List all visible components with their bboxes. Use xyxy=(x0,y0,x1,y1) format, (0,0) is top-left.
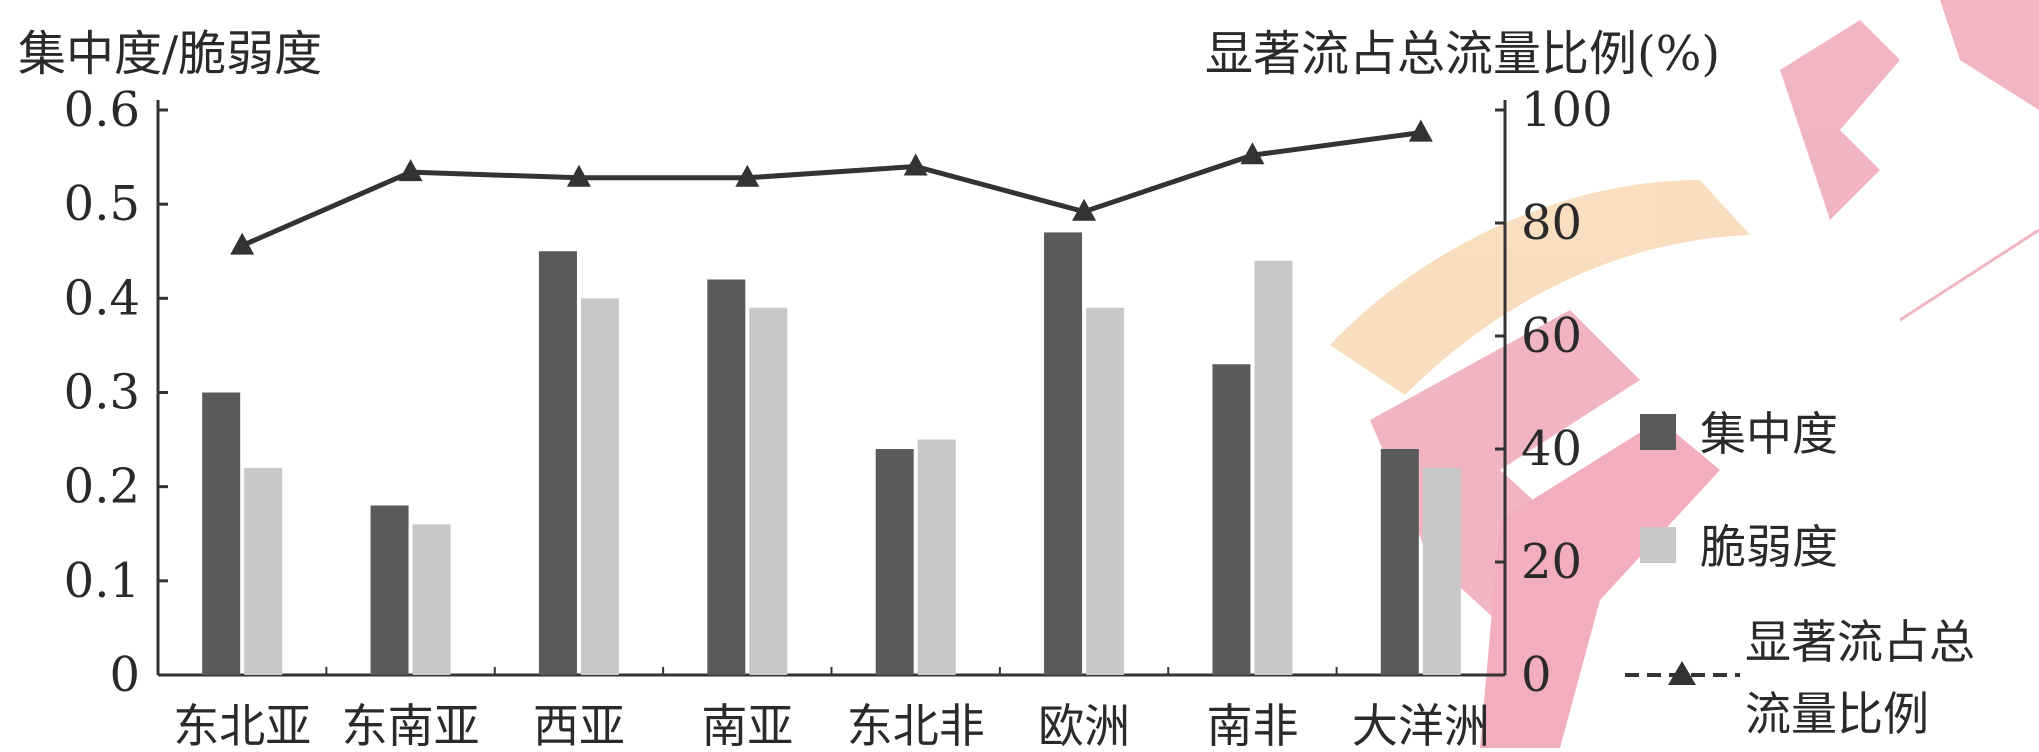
bar-vulnerability xyxy=(1086,307,1125,675)
right-tick-label: 20 xyxy=(1521,534,1582,590)
right-tick-label: 100 xyxy=(1521,82,1613,138)
ratio-line xyxy=(241,130,1422,248)
ratio-point-marker xyxy=(230,232,255,255)
ratio-point-marker xyxy=(735,164,760,187)
legend-label-vulnerability: 脆弱度 xyxy=(1700,520,1838,574)
ratio-point-marker xyxy=(1072,198,1097,221)
ratio-point-marker xyxy=(566,164,591,187)
bar-concentration xyxy=(538,251,577,675)
left-tick-label: 0.6 xyxy=(64,82,140,138)
legend-label-concentration: 集中度 xyxy=(1700,407,1838,461)
legend-label-ratio-line2: 流量比例 xyxy=(1745,687,1929,741)
category-label: 欧洲 xyxy=(1038,699,1130,748)
left-tick-label: 0.4 xyxy=(64,270,140,326)
left-axis-title: 集中度/脆弱度 xyxy=(18,26,322,82)
legend-label-ratio-line1: 显著流占总 xyxy=(1745,615,1975,669)
right-axis-title: 显著流占总流量比例(%) xyxy=(1205,26,1720,82)
left-tick-label: 0.3 xyxy=(64,365,140,421)
line-series xyxy=(230,119,1433,255)
bar-concentration xyxy=(370,505,409,675)
left-tick-label: 0.5 xyxy=(64,176,140,232)
bar-vulnerability xyxy=(1254,260,1293,675)
bar-concentration xyxy=(202,392,241,675)
ratio-point-marker xyxy=(398,159,423,182)
bar-vulnerability xyxy=(749,307,788,675)
right-tick-label: 0 xyxy=(1521,647,1552,703)
category-label: 东南亚 xyxy=(342,699,480,748)
axes: 0 0.1 0.2 0.3 0.4 0.5 0.6 0 20 40 60 80 100 东北亚 东南亚 西亚 南… xyxy=(64,82,1613,752)
bar-vulnerability xyxy=(244,467,283,675)
category-label: 西亚 xyxy=(533,699,625,748)
bar-concentration xyxy=(1380,449,1419,675)
legend-swatch-vulnerability xyxy=(1640,527,1676,563)
bar-vulnerability xyxy=(917,439,956,675)
right-tick-label: 40 xyxy=(1521,421,1582,477)
bar-vulnerability xyxy=(412,524,451,675)
bar-vulnerability xyxy=(1422,467,1461,675)
axis-labels: 集中度/脆弱度 显著流占总流量比例(%) xyxy=(18,26,1720,82)
bar-concentration xyxy=(1044,232,1083,675)
right-tick-label: 60 xyxy=(1521,308,1582,364)
legend: 集中度 脆弱度 显著流占总 流量比例 xyxy=(1625,407,1975,741)
category-label: 大洋洲 xyxy=(1352,699,1490,748)
watermark-stamp-red-3 xyxy=(1780,0,2039,220)
category-label: 南亚 xyxy=(701,699,793,748)
category-label: 东北亚 xyxy=(173,699,311,748)
left-tick-label: 0.1 xyxy=(64,553,140,609)
watermark-stamp-red-2 xyxy=(1480,420,1720,748)
bar-concentration xyxy=(707,279,746,675)
ratio-point-marker xyxy=(903,153,928,176)
bar-concentration xyxy=(875,449,914,675)
right-tick-label: 80 xyxy=(1521,195,1582,251)
legend-triangle-marker xyxy=(1668,661,1696,685)
ratio-point-marker xyxy=(1408,119,1433,142)
watermark-stamp-orange xyxy=(1330,180,1750,395)
category-label: 南非 xyxy=(1206,699,1298,748)
bars xyxy=(202,232,1461,675)
left-tick-label: 0.2 xyxy=(64,459,140,515)
category-label: 东北非 xyxy=(847,699,985,748)
left-tick-label: 0 xyxy=(109,647,140,703)
legend-swatch-concentration xyxy=(1640,414,1676,450)
bar-concentration xyxy=(1212,364,1251,675)
watermark-line xyxy=(1899,228,2039,322)
bar-vulnerability xyxy=(580,298,619,675)
ratio-point-marker xyxy=(1240,142,1265,165)
